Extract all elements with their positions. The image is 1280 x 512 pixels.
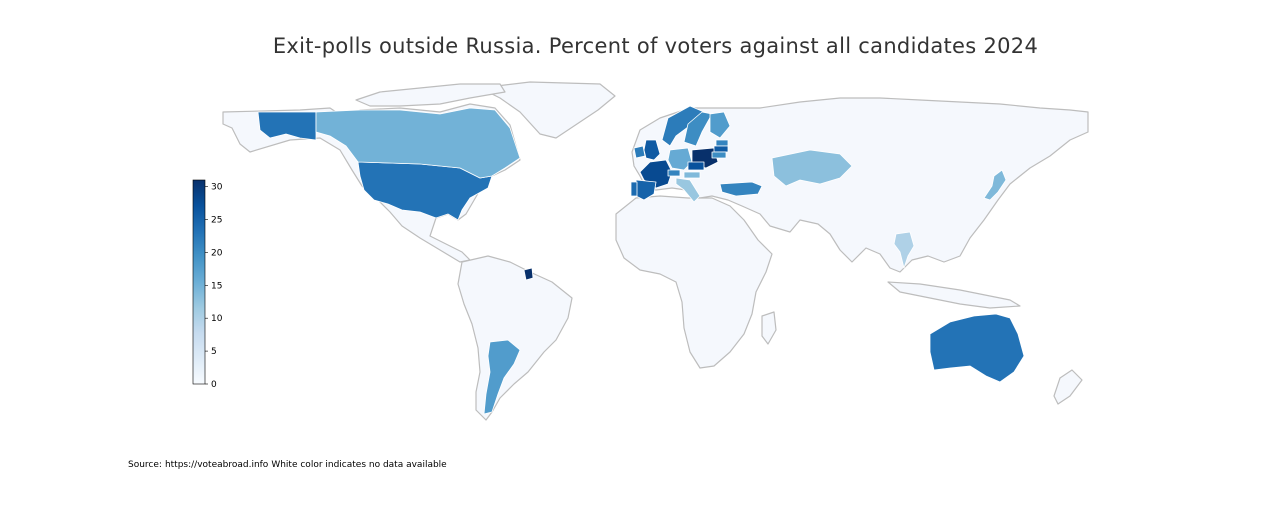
landmass (457, 255, 573, 421)
country-regions (222, 81, 1089, 421)
source-prefix: Source: (128, 460, 162, 470)
country-lithuania (711, 151, 727, 159)
country-finland (709, 111, 731, 139)
country-ireland (633, 145, 646, 159)
landmass (1053, 369, 1083, 405)
country-turkey (719, 181, 763, 197)
country-argentina (483, 339, 521, 415)
country-austria (683, 171, 701, 179)
colorbar-ticks: 0 5 10 15 20 25 30 (205, 183, 223, 390)
country-italy (675, 177, 701, 203)
landmass (355, 83, 506, 107)
colorbar-tick-label: 5 (211, 347, 217, 357)
colorbar-tick-label: 30 (211, 183, 223, 193)
landmass (615, 195, 773, 369)
country-czechia (687, 161, 705, 171)
colorbar-tick-label: 15 (211, 281, 222, 291)
country-canada (315, 107, 521, 179)
colorbar-tick-label: 10 (211, 314, 223, 324)
country-switzerland (667, 169, 681, 177)
map-title: Exit-polls outside Russia. Percent of vo… (272, 34, 1039, 58)
source-url[interactable]: https://voteabroad.info (164, 460, 269, 470)
country-french-guiana (523, 267, 534, 281)
colorbar: 0 5 10 15 20 25 30 (192, 179, 223, 390)
landmass (761, 311, 777, 345)
country-japan (983, 169, 1007, 201)
country-kazakhstan (771, 149, 853, 187)
landmass (887, 281, 1021, 309)
source-note-text: White color indicates no data available (271, 460, 447, 470)
colorbar-gradient (192, 179, 206, 385)
source-note: Source: https://voteabroad.info White colo… (128, 460, 450, 470)
country-latvia (713, 145, 729, 153)
country-australia (929, 313, 1025, 383)
country-estonia (715, 139, 729, 147)
country-portugal (630, 181, 638, 197)
colorbar-tick-label: 0 (211, 380, 217, 390)
country-germany (667, 147, 693, 171)
colorbar-tick-label: 25 (211, 215, 222, 225)
colorbar-tick-label: 20 (211, 248, 223, 258)
landmass (631, 97, 1089, 273)
country-thailand (893, 231, 915, 269)
landmass (479, 81, 616, 139)
